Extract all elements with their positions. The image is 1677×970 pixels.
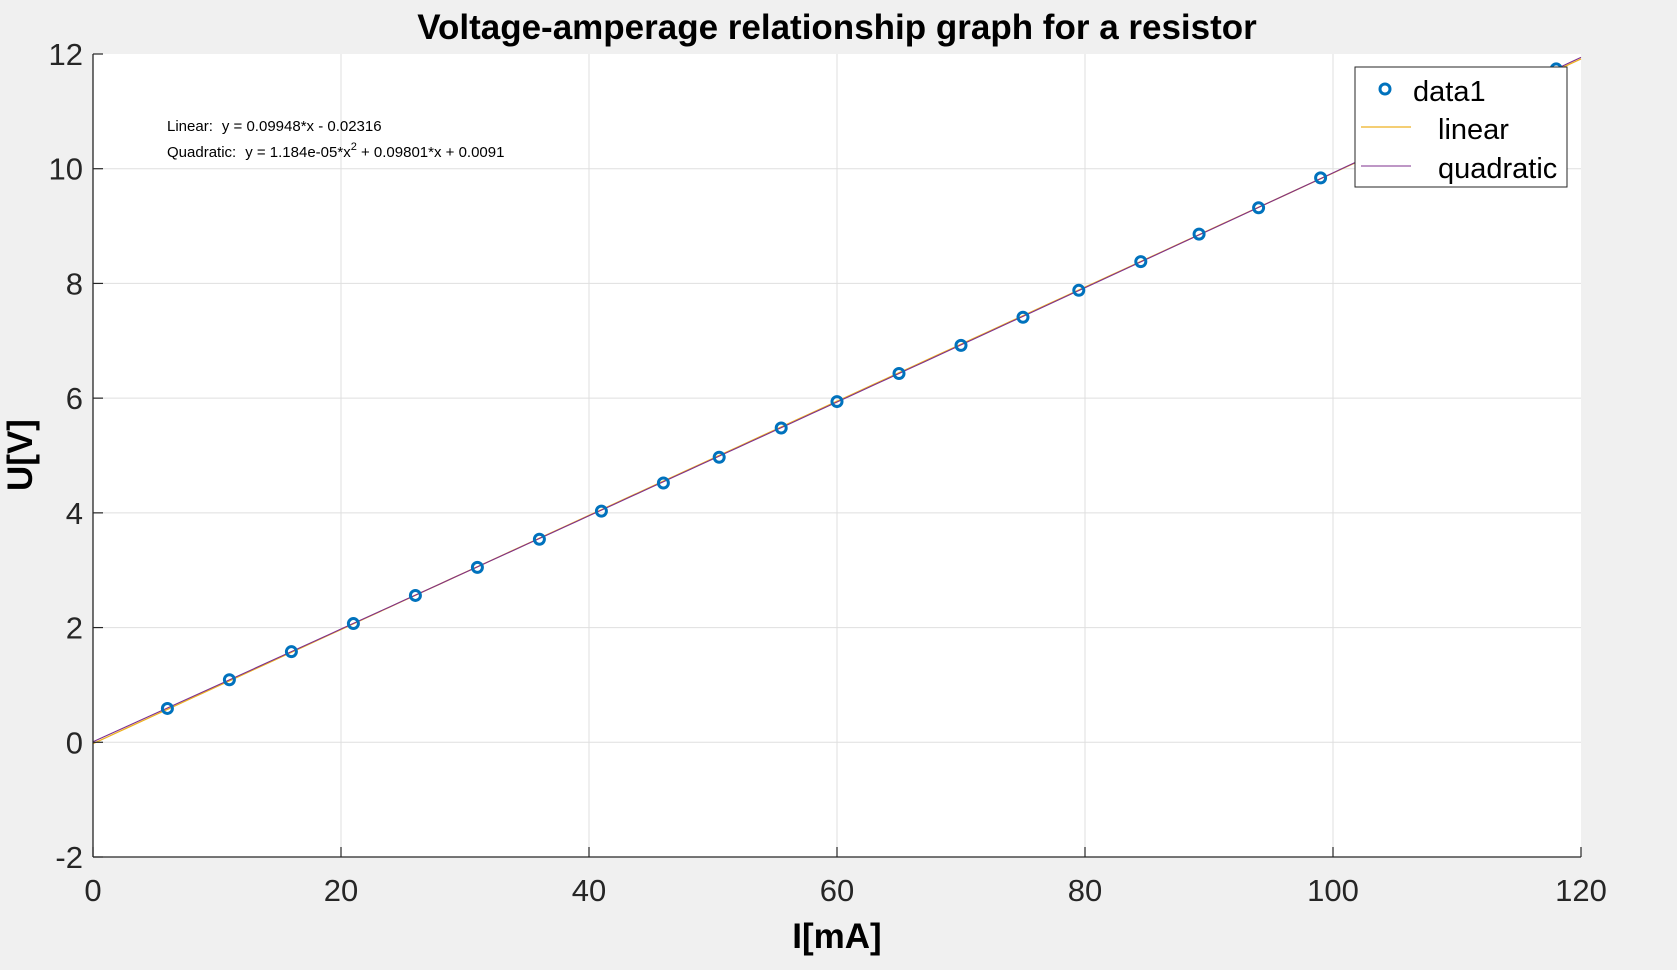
y-tick-label: 4 (66, 496, 83, 531)
y-gridlines (93, 168, 1581, 743)
quadratic-equation-label: Quadratic: (167, 144, 236, 161)
x-tick-label: 40 (572, 873, 606, 908)
y-tick-label: 12 (49, 37, 83, 72)
data1-point (1134, 255, 1148, 269)
x-tick-label: 0 (84, 873, 101, 908)
fit-equations-annotation: Linear: y = 0.09948*x - 0.02316 Quadratic… (167, 118, 504, 161)
x-axis-label: I[mA] (792, 917, 881, 956)
x-tick-label: 60 (820, 873, 854, 908)
data1-point (408, 588, 422, 602)
data1-point (594, 504, 608, 518)
legend[interactable]: data1 linear quadratic (1354, 66, 1568, 188)
data1-point (346, 617, 360, 631)
quadratic-equation-text: Quadratic: y = 1.184e-05*x2 + 0.09801*x +… (167, 141, 504, 161)
data1-point (774, 421, 788, 435)
data1-point (1192, 227, 1206, 241)
y-tick-label: 2 (66, 611, 83, 646)
data1-point (1016, 310, 1030, 324)
y-tick-label: 0 (66, 725, 83, 760)
data1-point (892, 366, 906, 380)
data1-point (830, 395, 844, 409)
legend-data1-marker (1378, 82, 1392, 96)
chart-title: Voltage-amperage relationship graph for … (417, 8, 1257, 47)
data1-point (532, 532, 546, 546)
x-gridlines (340, 54, 1334, 857)
data1-point (470, 560, 484, 574)
data1-point (284, 645, 298, 659)
y-tick-label: 6 (66, 381, 83, 416)
legend-item-data1[interactable]: data1 (1378, 76, 1486, 108)
data1-point (712, 450, 726, 464)
y-tick-label: 8 (66, 266, 83, 301)
legend-item-quadratic[interactable]: quadratic (1361, 153, 1557, 185)
axis-ticks (92, 53, 1582, 858)
legend-data1-label: data1 (1413, 76, 1486, 108)
data1-point (222, 673, 236, 687)
linear-equation-label: Linear: (167, 118, 213, 135)
data1-point (160, 701, 174, 715)
quadratic-equation-part1: y = 1.184e-05*x (245, 144, 351, 161)
legend-quadratic-label: quadratic (1438, 153, 1557, 185)
y-tick-labels: -2 0 2 4 6 8 10 12 (49, 37, 83, 875)
data1-point (954, 338, 968, 352)
x-tick-labels: 0 20 40 60 80 100 120 (84, 873, 1606, 908)
quadratic-equation-exponent: 2 (351, 141, 357, 153)
fit-lines (92, 56, 1582, 745)
y-axis-label: U[V] (1, 419, 40, 491)
quadratic-equation-part2: + 0.09801*x + 0.0091 (357, 144, 505, 161)
linear-equation-formula: y = 0.09948*x - 0.02316 (222, 118, 382, 135)
data1-point (1314, 171, 1328, 185)
x-tick-label: 120 (1555, 873, 1607, 908)
data1-point (656, 476, 670, 490)
legend-item-linear[interactable]: linear (1361, 114, 1509, 146)
linear-equation-text: Linear: y = 0.09948*x - 0.02316 (167, 118, 382, 135)
y-tick-label: 10 (49, 152, 83, 187)
x-tick-label: 20 (324, 873, 358, 908)
legend-linear-label: linear (1438, 114, 1509, 146)
data1-point (1252, 201, 1266, 215)
data1-point (1072, 283, 1086, 297)
x-tick-label: 100 (1307, 873, 1359, 908)
x-tick-label: 80 (1068, 873, 1102, 908)
y-tick-label: -2 (55, 840, 83, 875)
quadratic-fit-line (92, 56, 1582, 743)
